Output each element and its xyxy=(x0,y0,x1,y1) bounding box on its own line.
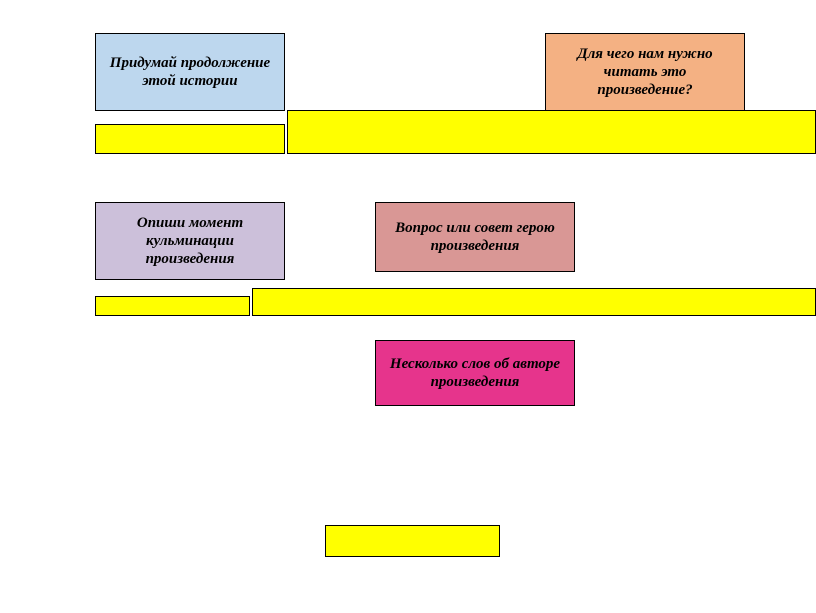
box-label: Вопрос или совет герою произведения xyxy=(386,219,564,255)
yellow-box-1 xyxy=(95,124,285,154)
box-question-advice: Вопрос или совет герою произведения xyxy=(375,202,575,272)
yellow-box-3 xyxy=(95,296,250,316)
yellow-box-4 xyxy=(252,288,816,316)
box-story-continuation: Придумай продолжение этой истории xyxy=(95,33,285,111)
box-culmination: Опиши момент кульминации произведения xyxy=(95,202,285,280)
yellow-box-5 xyxy=(325,525,500,557)
box-about-author: Несколько слов об авторе произведения xyxy=(375,340,575,406)
box-why-read: Для чего нам нужно читать это произведен… xyxy=(545,33,745,111)
yellow-box-2 xyxy=(287,110,816,154)
box-label: Опиши момент кульминации произведения xyxy=(106,214,274,268)
box-label: Несколько слов об авторе произведения xyxy=(386,355,564,391)
box-label: Для чего нам нужно читать это произведен… xyxy=(556,45,734,99)
box-label: Придумай продолжение этой истории xyxy=(106,54,274,90)
